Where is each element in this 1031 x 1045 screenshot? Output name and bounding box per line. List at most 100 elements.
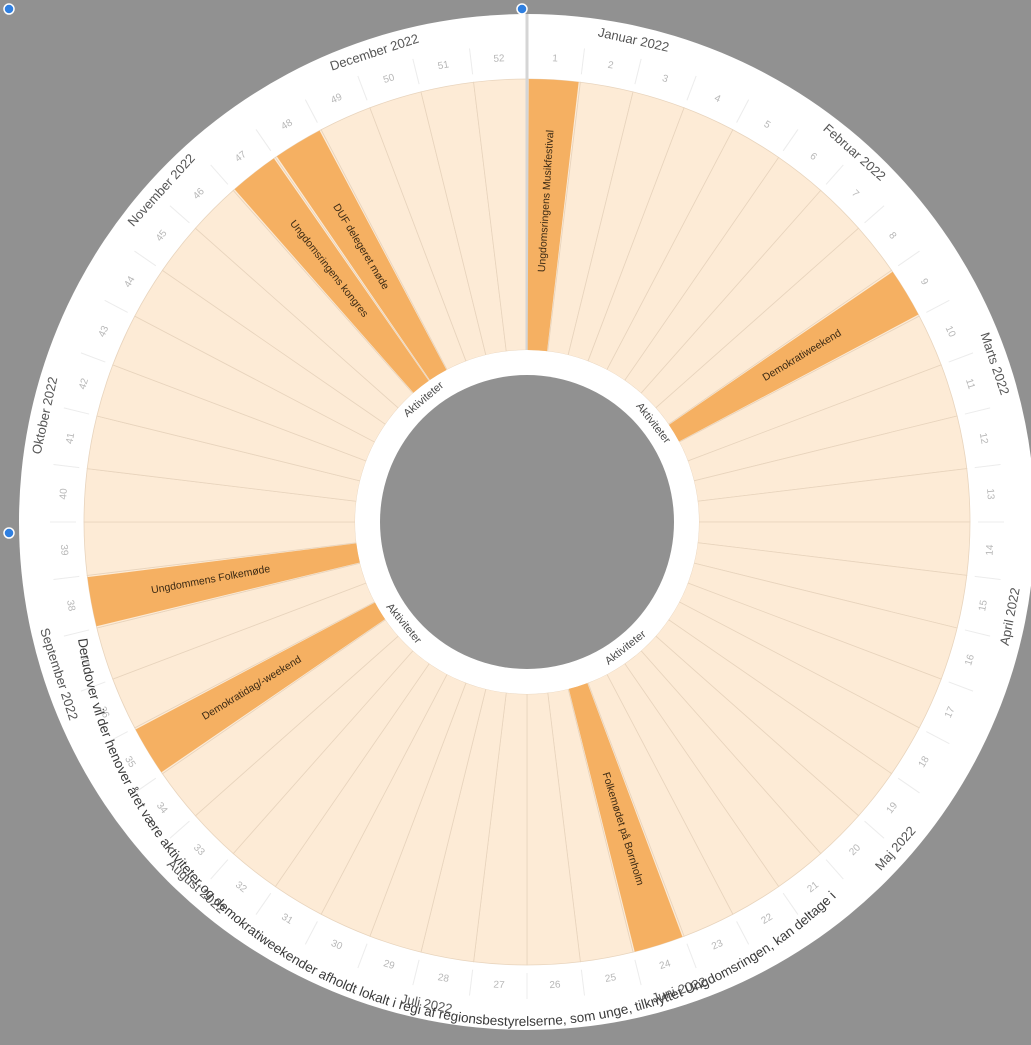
- week-tick: [80, 352, 106, 363]
- week-number: 8: [886, 230, 898, 242]
- week-tick: [782, 129, 799, 152]
- week-tick: [304, 99, 318, 123]
- week-tick: [255, 129, 272, 152]
- week-number: 37: [77, 653, 91, 667]
- week-tick: [686, 75, 697, 101]
- week-tick: [169, 820, 190, 839]
- week-tick: [864, 205, 885, 224]
- week-number: 16: [963, 653, 977, 667]
- week-tick: [580, 48, 585, 75]
- week-number: 11: [963, 377, 977, 391]
- selection-handle[interactable]: [3, 527, 15, 539]
- week-tick: [255, 892, 272, 915]
- week-number: 23: [710, 938, 725, 953]
- week-tick: [782, 892, 799, 915]
- week-number: 24: [658, 958, 672, 972]
- center-hole: [380, 375, 674, 669]
- week-tick: [80, 681, 106, 692]
- week-tick: [948, 352, 974, 363]
- week-tick: [210, 859, 229, 880]
- week-tick: [63, 629, 90, 637]
- week-tick: [897, 777, 920, 794]
- week-number: 1: [552, 53, 559, 64]
- week-number: 36: [96, 705, 111, 720]
- week-tick: [134, 250, 157, 267]
- week-tick: [412, 959, 420, 986]
- week-tick: [964, 629, 991, 637]
- week-number: 10: [943, 324, 958, 339]
- week-number: 14: [984, 544, 996, 556]
- week-number: 6: [807, 151, 819, 163]
- week-number: 51: [437, 59, 450, 72]
- week-tick: [926, 731, 950, 745]
- week-number: 28: [437, 972, 450, 985]
- week-number: 48: [279, 117, 295, 132]
- event-block[interactable]: [234, 158, 429, 393]
- week-number: 42: [77, 377, 91, 391]
- week-number: 27: [493, 979, 505, 991]
- week-number: 52: [493, 53, 505, 65]
- event-block[interactable]: [568, 683, 683, 952]
- event-block[interactable]: [276, 130, 447, 381]
- week-tick: [634, 58, 642, 85]
- week-number: 2: [607, 60, 615, 72]
- week-tick: [357, 943, 368, 969]
- week-tick: [736, 921, 750, 945]
- week-number: 25: [604, 972, 617, 985]
- selection-handle[interactable]: [516, 3, 528, 15]
- week-tick: [634, 959, 642, 986]
- event-block[interactable]: [668, 271, 919, 442]
- week-tick: [469, 48, 474, 75]
- week-tick: [469, 969, 474, 996]
- week-tick: [210, 164, 229, 185]
- week-tick: [736, 99, 750, 123]
- event-block[interactable]: [87, 543, 360, 627]
- week-number: 30: [329, 938, 344, 953]
- week-number: 15: [977, 599, 990, 612]
- week-tick: [53, 464, 80, 469]
- week-tick: [897, 250, 920, 267]
- week-number: 50: [382, 72, 396, 86]
- week-number: 49: [329, 92, 344, 107]
- week-number: 13: [984, 488, 996, 500]
- week-tick: [825, 859, 844, 880]
- week-number: 9: [918, 277, 931, 288]
- week-number: 41: [64, 431, 77, 444]
- week-tick: [864, 820, 885, 839]
- week-number: 29: [382, 958, 396, 972]
- event-block[interactable]: [527, 79, 579, 352]
- week-tick: [825, 164, 844, 185]
- week-number: 35: [122, 755, 137, 771]
- week-tick: [134, 777, 157, 794]
- week-number: 44: [122, 274, 137, 290]
- week-tick: [104, 299, 128, 313]
- event-2[interactable]: Folkemødet på Bornholm: [568, 683, 683, 952]
- week-tick: [412, 58, 420, 85]
- week-tick: [926, 299, 950, 313]
- week-number: 40: [58, 488, 70, 500]
- week-tick: [964, 407, 991, 415]
- week-number: 5: [762, 119, 773, 132]
- week-number: 4: [713, 93, 723, 105]
- event-block[interactable]: [135, 602, 386, 773]
- week-tick: [169, 205, 190, 224]
- week-tick: [63, 407, 90, 415]
- week-number: 12: [977, 432, 990, 445]
- week-tick: [686, 943, 697, 969]
- week-number: 26: [549, 979, 561, 991]
- week-number: 38: [64, 599, 77, 612]
- week-tick: [580, 969, 585, 996]
- week-tick: [357, 75, 368, 101]
- week-tick: [974, 464, 1001, 469]
- week-tick: [304, 921, 318, 945]
- event-0[interactable]: Ungdomsringens Musikfestival: [527, 79, 579, 352]
- week-tick: [53, 575, 80, 580]
- selection-handle[interactable]: [3, 3, 15, 15]
- week-number: 22: [760, 911, 776, 926]
- week-number: 39: [58, 544, 70, 556]
- week-number: 18: [917, 754, 932, 770]
- week-tick: [948, 681, 974, 692]
- week-tick: [104, 731, 128, 745]
- week-number: 3: [661, 73, 670, 85]
